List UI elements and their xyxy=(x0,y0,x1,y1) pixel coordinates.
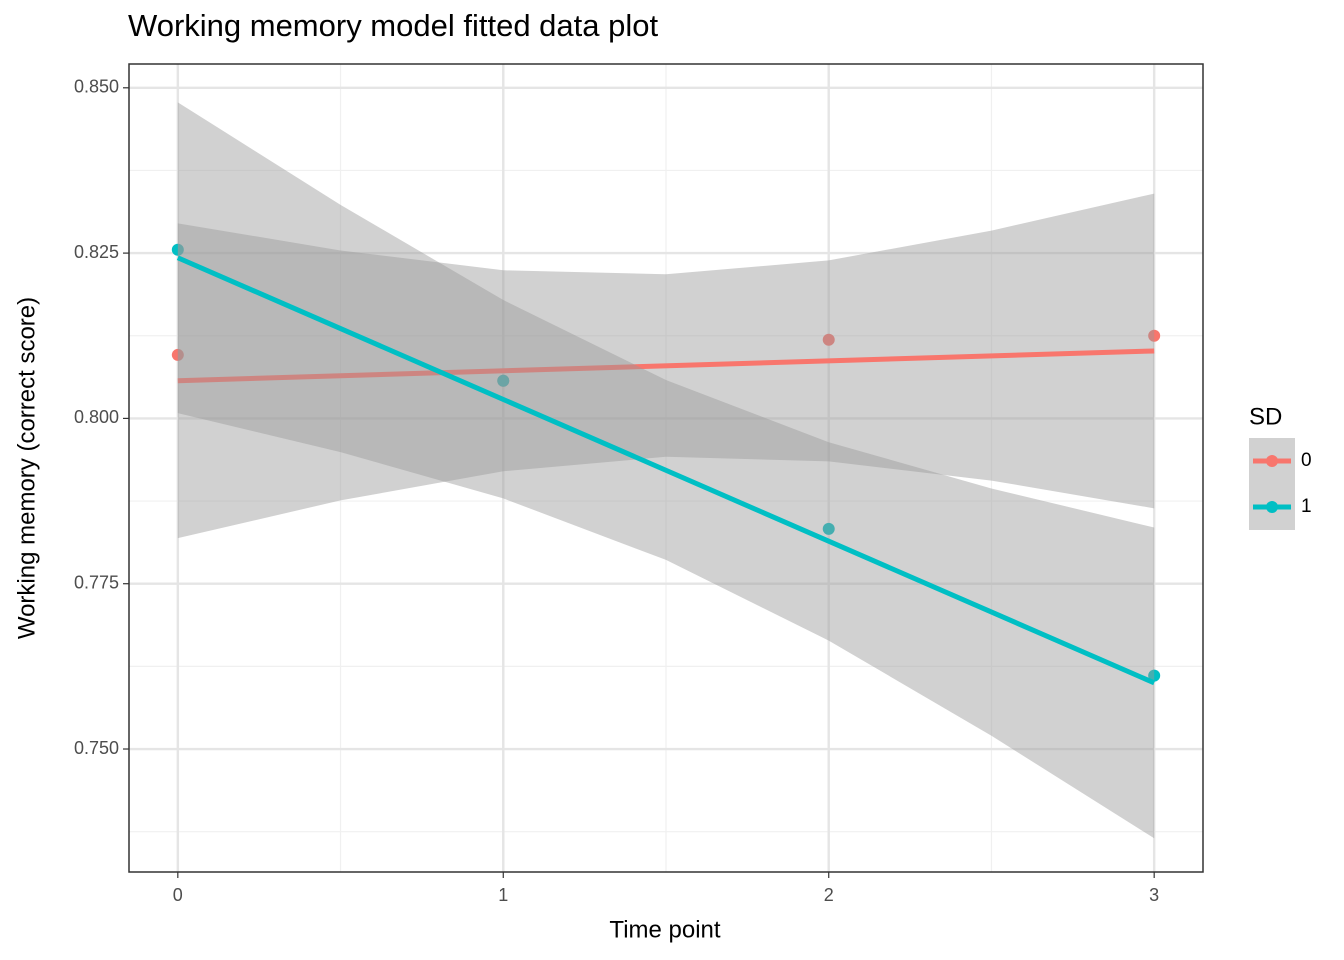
legend-label: 0 xyxy=(1301,450,1312,471)
y-tick-label: 0.850 xyxy=(74,77,119,97)
legend-keys-bg xyxy=(1249,438,1295,530)
data-point xyxy=(497,374,510,387)
x-tick-label: 3 xyxy=(1149,885,1159,905)
legend-title: SD xyxy=(1249,403,1282,430)
x-tick-label: 0 xyxy=(173,885,183,905)
y-tick-label: 0.775 xyxy=(74,572,119,592)
x-axis-title: Time point xyxy=(609,916,720,943)
y-tick-label: 0.825 xyxy=(74,242,119,262)
y-tick-label: 0.800 xyxy=(74,407,119,427)
y-axis-title: Working memory (correct score) xyxy=(13,297,40,639)
y-tick-label: 0.750 xyxy=(74,738,119,758)
data-point xyxy=(1148,669,1161,682)
data-point xyxy=(1148,329,1161,342)
x-tick-label: 1 xyxy=(498,885,508,905)
data-point xyxy=(171,348,184,361)
legend-key-point xyxy=(1266,455,1278,467)
chart-title: Working memory model fitted data plot xyxy=(128,8,658,43)
x-tick-label: 2 xyxy=(824,885,834,905)
legend-key-point xyxy=(1266,501,1278,513)
data-point xyxy=(822,333,835,346)
fit-line xyxy=(176,255,1156,686)
fit-line xyxy=(177,348,1155,384)
data-point xyxy=(822,522,835,535)
legend-label: 1 xyxy=(1301,496,1312,517)
plot-border xyxy=(128,63,1204,873)
data-point xyxy=(171,243,184,256)
